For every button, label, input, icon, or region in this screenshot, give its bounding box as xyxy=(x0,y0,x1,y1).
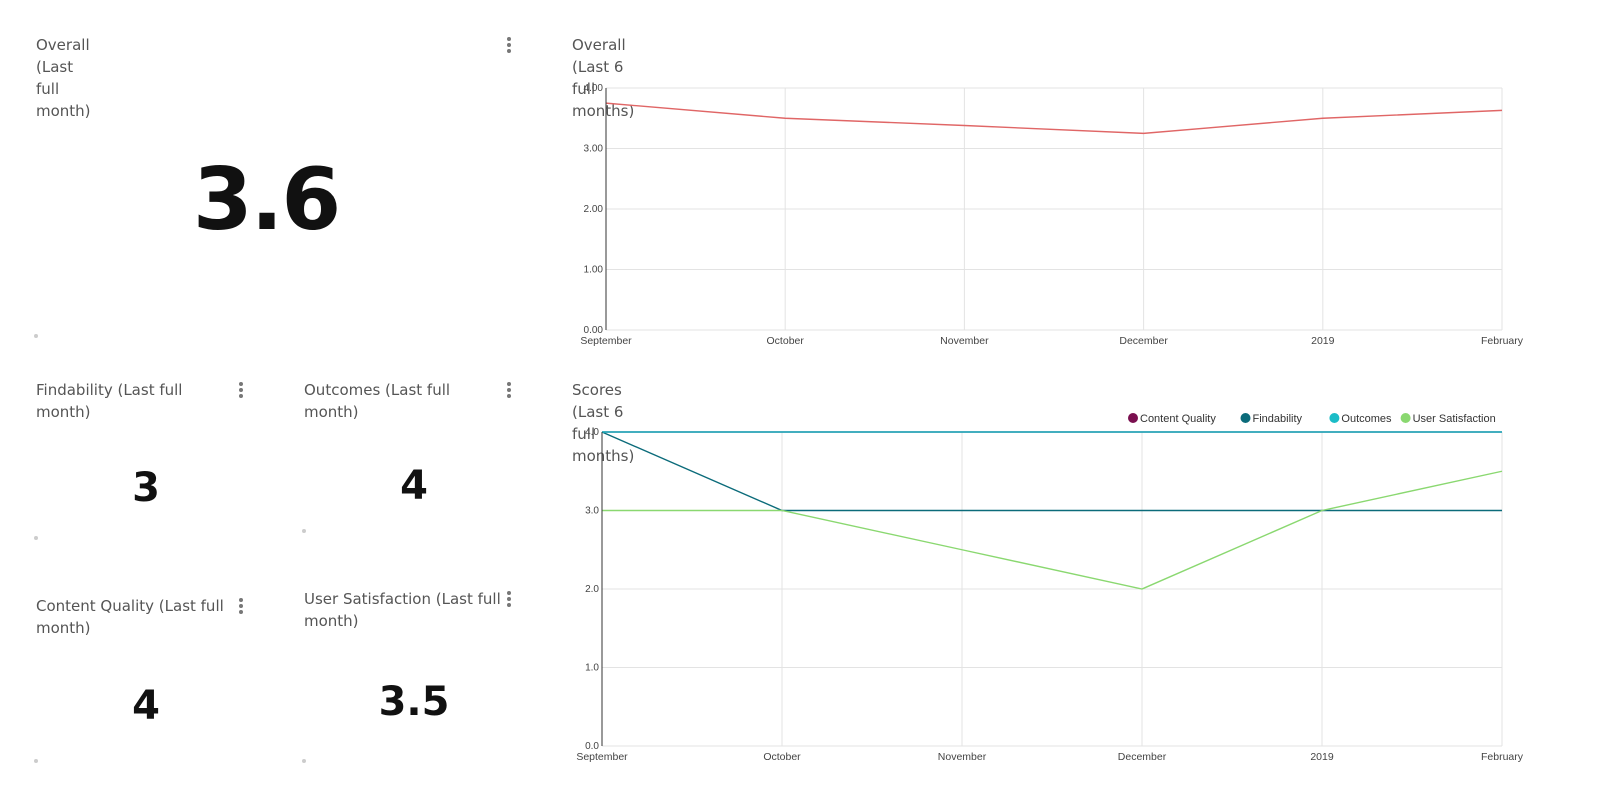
outcomes-card-title: Outcomes (Last full month) xyxy=(304,381,451,421)
user-satisfaction-card-menu-icon[interactable] xyxy=(502,590,516,608)
overall-card-menu-icon[interactable] xyxy=(502,36,516,54)
user-satisfaction-card-title: User Satisfaction (Last full month) xyxy=(304,590,501,630)
content-quality-card-title: Content Quality (Last full month) xyxy=(36,597,224,637)
y-tick-label: 1.00 xyxy=(584,265,604,276)
y-tick-label: 2.00 xyxy=(584,204,604,215)
x-tick-label: October xyxy=(767,335,805,347)
content-quality-card-value: 4 xyxy=(132,683,160,729)
x-tick-label: November xyxy=(940,335,989,347)
x-tick-label: 2019 xyxy=(1311,335,1335,347)
y-tick-label: 0.00 xyxy=(584,325,604,336)
x-tick-label: September xyxy=(580,335,632,347)
overall-card-value: 3.6 xyxy=(192,150,341,250)
resize-handle[interactable] xyxy=(34,334,38,338)
scores-trend-title: Scores (Last 6 full months) xyxy=(572,381,635,465)
y-tick-label: 3.00 xyxy=(584,144,604,155)
outcomes-card-menu-icon[interactable] xyxy=(502,381,516,399)
content-quality-card-menu-icon[interactable] xyxy=(234,597,248,615)
overall-trend-title: Overall (Last 6 full months) xyxy=(572,36,635,120)
resize-handle[interactable] xyxy=(302,759,306,763)
findability-card-value: 3 xyxy=(132,465,160,511)
outcomes-card-value: 4 xyxy=(400,463,428,509)
series-line-overall xyxy=(605,102,1503,135)
overall-card-title: Overall (Last full month) xyxy=(36,36,91,120)
x-tick-label: February xyxy=(1481,335,1524,347)
x-tick-label: December xyxy=(1119,335,1168,347)
y-tick-label: 4.00 xyxy=(584,83,604,94)
findability-card-title: Findability (Last full month) xyxy=(36,381,183,421)
resize-handle[interactable] xyxy=(34,536,38,540)
resize-handle[interactable] xyxy=(302,529,306,533)
resize-handle[interactable] xyxy=(34,759,38,763)
findability-card-menu-icon[interactable] xyxy=(234,381,248,399)
user-satisfaction-card-value: 3.5 xyxy=(378,679,450,725)
